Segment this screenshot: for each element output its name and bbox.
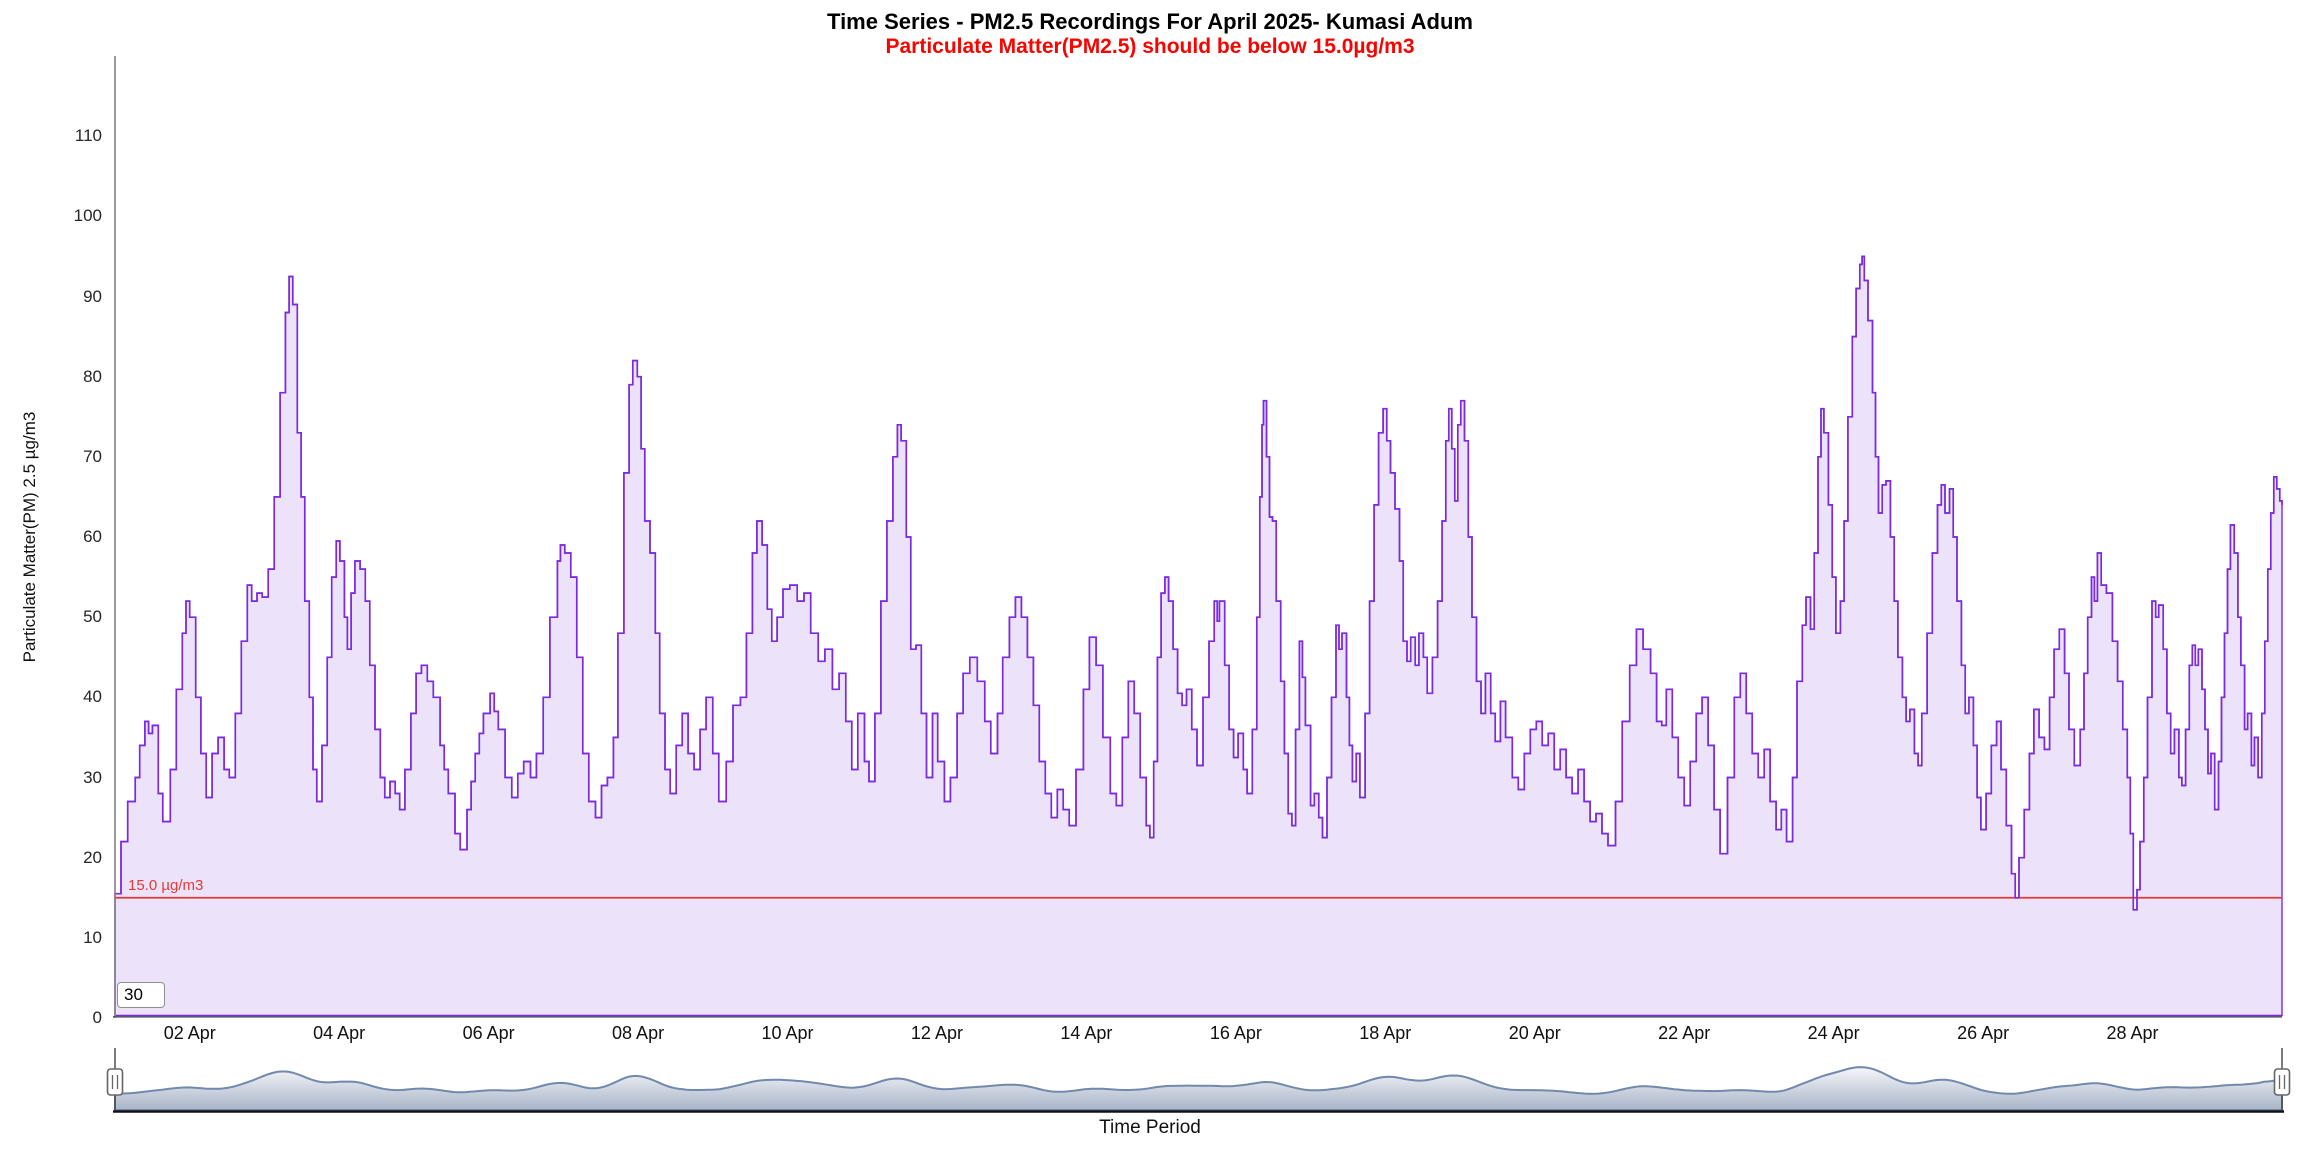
- y-tick-label: 50: [83, 607, 102, 627]
- navigator-handle-left[interactable]: [106, 1048, 124, 1111]
- pm25-series-line: [115, 255, 2283, 911]
- y-tick-label: 30: [83, 767, 102, 787]
- x-tick-label: 06 Apr: [462, 1023, 515, 1043]
- y-tick-label: 80: [83, 366, 102, 386]
- threshold-label: 15.0 µg/m3: [128, 876, 204, 894]
- x-tick-label: 18 Apr: [1359, 1023, 1412, 1043]
- y-tick-label: 70: [83, 446, 102, 466]
- x-tick-label: 24 Apr: [1807, 1023, 1860, 1043]
- x-tick-label: 26 Apr: [1957, 1023, 2010, 1043]
- y-axis-title: Particulate Matter(PM) 2.5 µg/m3: [20, 411, 39, 663]
- y-tick-label: 100: [73, 206, 102, 226]
- x-tick-label: 16 Apr: [1209, 1023, 1262, 1043]
- chart-title: Time Series - PM2.5 Recordings For April…: [827, 9, 1473, 34]
- chart-subtitle: Particulate Matter(PM2.5) should be belo…: [885, 35, 1415, 58]
- y-tick-label: 20: [83, 847, 102, 867]
- pm25-series-area: [114, 255, 2283, 1017]
- x-tick-label: 04 Apr: [313, 1023, 366, 1043]
- y-tick-label: 60: [83, 527, 102, 546]
- x-tick-label: 28 Apr: [2106, 1023, 2159, 1043]
- x-tick-label: 10 Apr: [761, 1023, 814, 1043]
- x-tick-label: 02 Apr: [163, 1023, 216, 1043]
- x-tick-label: 20 Apr: [1508, 1023, 1561, 1043]
- x-tick-label: 08 Apr: [612, 1023, 665, 1043]
- y-tick-label: 40: [83, 687, 102, 707]
- y-tick-label: 110: [74, 126, 102, 146]
- y-tick-label: 0: [92, 1008, 102, 1027]
- x-tick-label: 12 Apr: [910, 1023, 963, 1043]
- navigator-handle-right[interactable]: [2273, 1048, 2291, 1111]
- range-input[interactable]: [117, 982, 165, 1008]
- y-tick-label: 10: [83, 927, 102, 947]
- navigator-track[interactable]: [114, 1066, 2283, 1111]
- x-tick-label: 14 Apr: [1060, 1023, 1113, 1043]
- x-tick-label: 22 Apr: [1658, 1023, 1711, 1043]
- y-tick-label: 90: [83, 286, 102, 306]
- x-axis-title: Time Period: [1099, 1117, 1201, 1138]
